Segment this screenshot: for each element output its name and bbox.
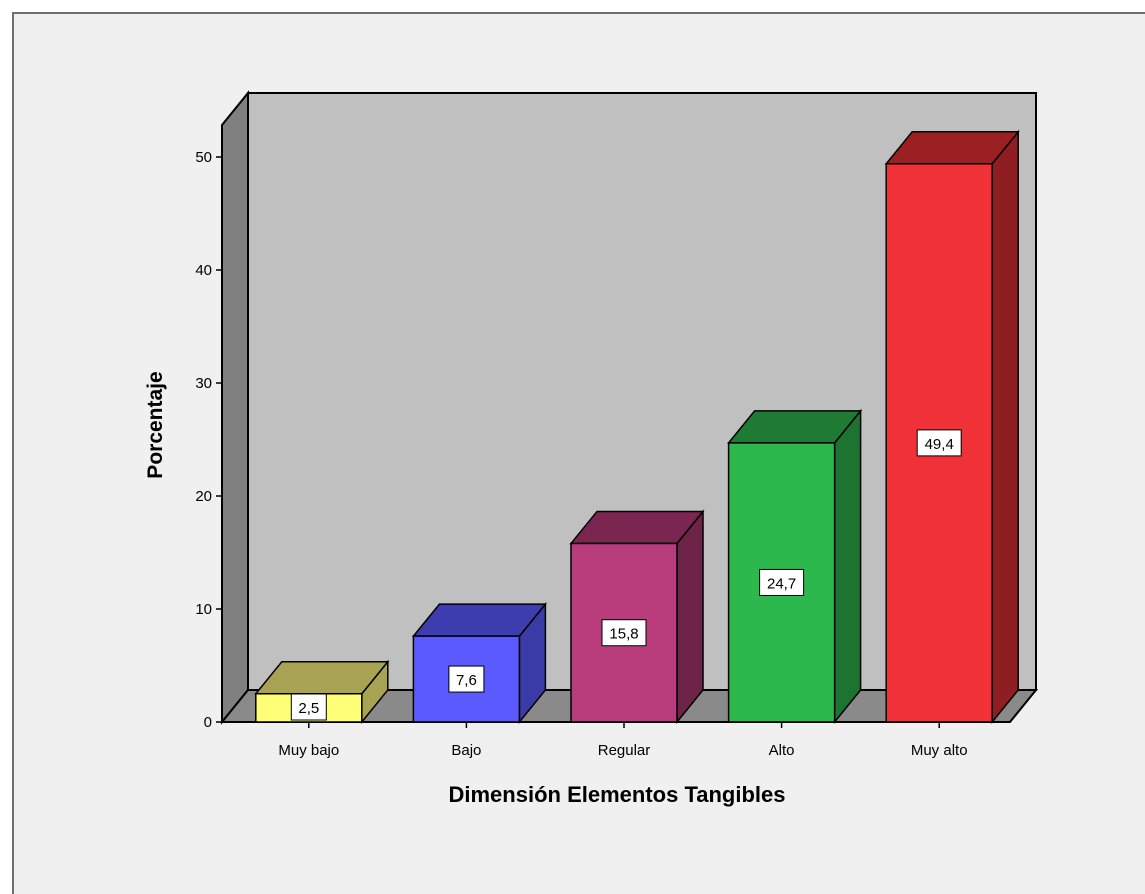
bar-2: 7,6 — [411, 602, 547, 725]
bar-3: 15,8 — [569, 509, 705, 725]
x-tick-label: Bajo — [451, 742, 481, 759]
data-label-box — [601, 619, 647, 647]
bar-5: 49,4 — [884, 129, 1020, 725]
y-tick-label: 10 — [195, 601, 212, 618]
x-tick-label: Regular — [598, 742, 651, 759]
side-wall — [221, 90, 249, 725]
x-axis-title: Dimensión Elementos Tangibles — [449, 782, 786, 807]
data-label-box — [290, 693, 327, 721]
x-tick-label: Muy bajo — [278, 742, 339, 759]
bar-side — [676, 509, 704, 725]
data-label: 49,4 — [925, 436, 954, 453]
data-label: 24,7 — [767, 575, 796, 592]
y-tick-label: 50 — [195, 149, 212, 166]
data-label-box — [448, 665, 485, 693]
bar-side — [991, 129, 1019, 725]
y-tick-label: 30 — [195, 375, 212, 392]
data-label: 2,5 — [298, 700, 319, 717]
data-label: 7,6 — [456, 672, 477, 689]
data-label-box — [759, 568, 805, 596]
y-tick-label: 20 — [195, 488, 212, 505]
x-axis: Muy bajo Bajo Regular Alto Muy alto — [278, 722, 968, 759]
bars: 2,5 7,6 15,8 24,7 49,4 — [254, 129, 1020, 725]
x-tick-label: Alto — [769, 742, 795, 759]
x-tick-label: Muy alto — [911, 742, 968, 759]
y-axis-title: Porcentaje — [144, 371, 167, 478]
data-label: 15,8 — [609, 626, 638, 643]
y-tick-label: 0 — [204, 714, 212, 731]
data-label-box — [916, 429, 962, 457]
y-tick-label: 40 — [195, 262, 212, 279]
bar-side — [833, 408, 862, 725]
bar-4: 24,7 — [727, 408, 863, 725]
y-axis: 0 10 20 30 40 50 — [195, 149, 222, 731]
bar-1: 2,5 — [254, 659, 390, 725]
